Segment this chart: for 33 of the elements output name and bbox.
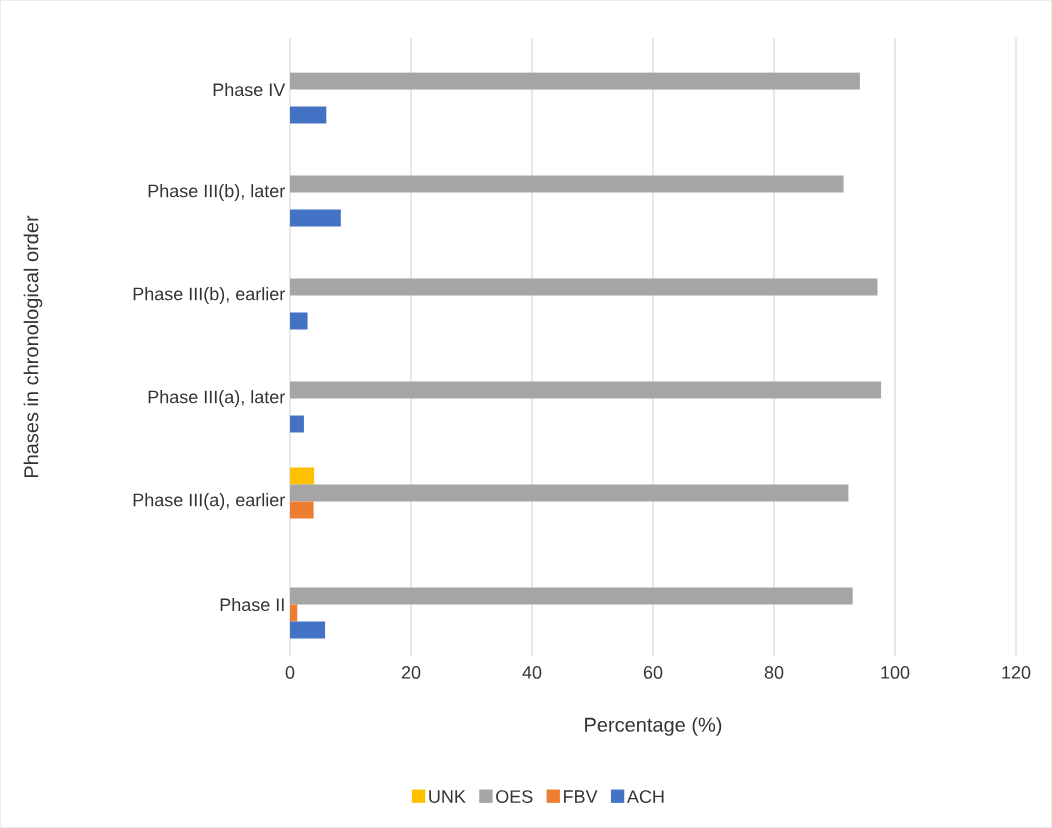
bar xyxy=(290,484,849,502)
y-tick-label: Phase II xyxy=(220,597,284,612)
legend-label: FBV xyxy=(564,790,598,803)
x-tick-label: 20 xyxy=(401,666,421,679)
y-tick-label: Phase III(b), later xyxy=(148,184,285,201)
x-tick-label: 80 xyxy=(764,666,784,679)
x-axis-title: Percentage (%) xyxy=(585,717,722,736)
legend-label: OES xyxy=(496,790,533,803)
y-tick-label: Phase III(b), earlier xyxy=(133,287,285,304)
bar xyxy=(290,467,315,485)
bar xyxy=(290,175,844,193)
bar xyxy=(290,72,860,90)
x-tick-label: 0 xyxy=(285,666,295,679)
bar xyxy=(290,604,298,622)
x-tick-label: 100 xyxy=(881,666,910,679)
bar xyxy=(290,415,304,433)
legend-label: ACH xyxy=(626,790,664,803)
bar xyxy=(290,278,878,296)
bar xyxy=(290,621,326,639)
y-tick-label: Phase III(a), later xyxy=(148,390,285,407)
y-tick-label: Phase III(a), earlier xyxy=(133,493,285,510)
bar xyxy=(290,209,341,227)
y-tick-label: Phase IV xyxy=(213,82,286,97)
x-tick-label: 60 xyxy=(643,666,663,679)
bar xyxy=(290,501,314,519)
x-tick-label: 120 xyxy=(1002,666,1031,679)
bar xyxy=(290,106,327,124)
legend-label: UNK xyxy=(429,790,466,803)
bar xyxy=(290,312,308,330)
bar xyxy=(290,587,853,605)
bar xyxy=(290,381,882,399)
y-axis-title: Phases in chronological order xyxy=(23,215,43,478)
x-tick-label: 40 xyxy=(522,666,542,679)
